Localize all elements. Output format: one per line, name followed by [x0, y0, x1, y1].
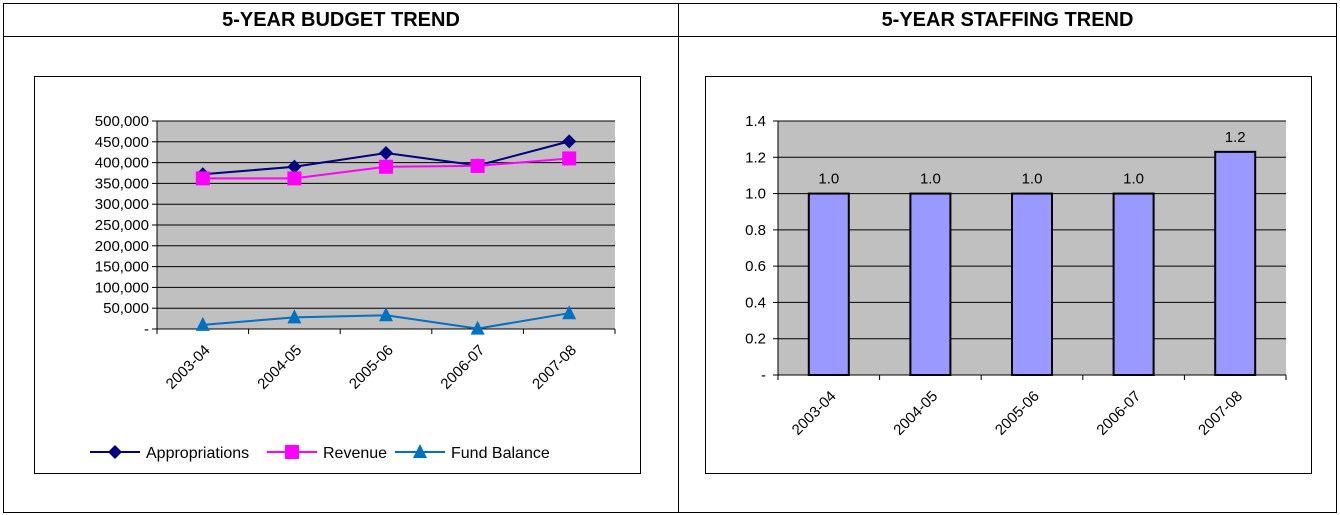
data-label: 1.0 — [920, 171, 941, 188]
y-tick-label: 500,000 — [95, 113, 149, 130]
y-tick-label: 350,000 — [95, 175, 149, 192]
x-tick-label: 2004-05 — [254, 342, 305, 393]
x-tick-label: 2003-04 — [163, 342, 214, 393]
data-point-revenue — [562, 151, 577, 166]
data-point-appropriations — [287, 159, 302, 174]
x-tick-label: 2004-05 — [890, 388, 941, 439]
bar — [1112, 192, 1155, 376]
data-point-revenue — [379, 159, 393, 174]
data-point-fund_balance — [470, 320, 485, 335]
staffing-panel-title: 5-YEAR STAFFING TREND — [679, 4, 1336, 37]
y-tick-label: 0.6 — [745, 258, 766, 275]
legend-marker-fund_balance — [413, 444, 427, 458]
data-point-revenue — [470, 158, 485, 173]
data-point-revenue — [195, 171, 210, 186]
x-tick-label: 2006-07 — [1093, 388, 1144, 439]
y-tick-label: 0.2 — [745, 331, 766, 348]
y-tick-label: 1.2 — [745, 149, 766, 166]
x-tick-label: 2007-08 — [1195, 388, 1246, 439]
y-tick-label: 400,000 — [95, 155, 149, 172]
budget-chart-area: - 50,000 100,000 150,000 200,000 250,000 300,0… — [34, 76, 641, 474]
data-point-appropriations — [562, 134, 577, 149]
y-tick-label: 50,000 — [103, 300, 149, 317]
data-label: 1.0 — [1022, 171, 1043, 188]
bar — [1011, 192, 1053, 376]
y-tick-label: 150,000 — [95, 259, 149, 276]
y-tick-label: - — [144, 321, 149, 338]
x-tick-label: 2003-04 — [789, 388, 840, 439]
budget-trend-chart: - 50,000 100,000 150,000 200,000 250,000 300,0… — [90, 113, 616, 462]
data-label: 1.0 — [1123, 171, 1144, 188]
x-tick-label: 2006-07 — [437, 342, 488, 393]
y-tick-label: 1.0 — [745, 186, 766, 203]
budget-panel-title: 5-YEAR BUDGET TREND — [4, 4, 678, 37]
y-tick-label: 0.8 — [745, 222, 766, 239]
data-label: 1.0 — [818, 171, 839, 188]
bar — [1214, 150, 1257, 377]
y-tick-label: 250,000 — [95, 217, 149, 234]
x-tick-label: 2005-06 — [992, 388, 1043, 439]
y-tick-label: 450,000 — [95, 134, 149, 151]
data-point-revenue — [287, 171, 302, 186]
legend-marker-appropriations — [108, 445, 122, 459]
data-point-appropriations — [379, 146, 393, 161]
legend-label: Appropriations — [146, 445, 249, 462]
x-tick-label: 2005-06 — [346, 342, 397, 393]
data-label: 1.2 — [1225, 129, 1246, 146]
y-tick-label: 300,000 — [95, 196, 149, 213]
legend-label: Revenue — [323, 445, 387, 462]
staffing-chart-area: - 0.2 0.4 0.6 0.8 1.0 1.2 1.4 1.0 1.0 1.0 1.0 1.2 200… — [705, 76, 1312, 474]
y-tick-label: - — [761, 367, 766, 384]
legend-label: Fund Balance — [451, 445, 550, 462]
y-tick-label: 200,000 — [95, 238, 149, 255]
legend-marker-revenue — [285, 445, 299, 459]
staffing-panel: 5-YEAR STAFFING TREND - 0.2 0.4 0.6 0.8 1.0 1.… — [679, 3, 1337, 513]
data-point-fund_balance — [562, 305, 577, 320]
bar — [909, 192, 952, 376]
data-point-fund_balance — [195, 316, 210, 331]
y-tick-label: 0.4 — [745, 294, 766, 311]
data-point-fund_balance — [379, 307, 393, 322]
y-tick-label: 100,000 — [95, 279, 149, 296]
y-tick-label: 1.4 — [745, 113, 766, 130]
budget-panel: 5-YEAR BUDGET TREND - 50,000 100,000 150,00… — [3, 3, 679, 513]
staffing-trend-chart: - 0.2 0.4 0.6 0.8 1.0 1.2 1.4 1.0 1.0 1.0 1.0 1.2 200… — [745, 113, 1287, 439]
x-tick-label: 2007-08 — [529, 342, 580, 393]
bar — [807, 192, 850, 376]
data-point-fund_balance — [287, 309, 302, 324]
